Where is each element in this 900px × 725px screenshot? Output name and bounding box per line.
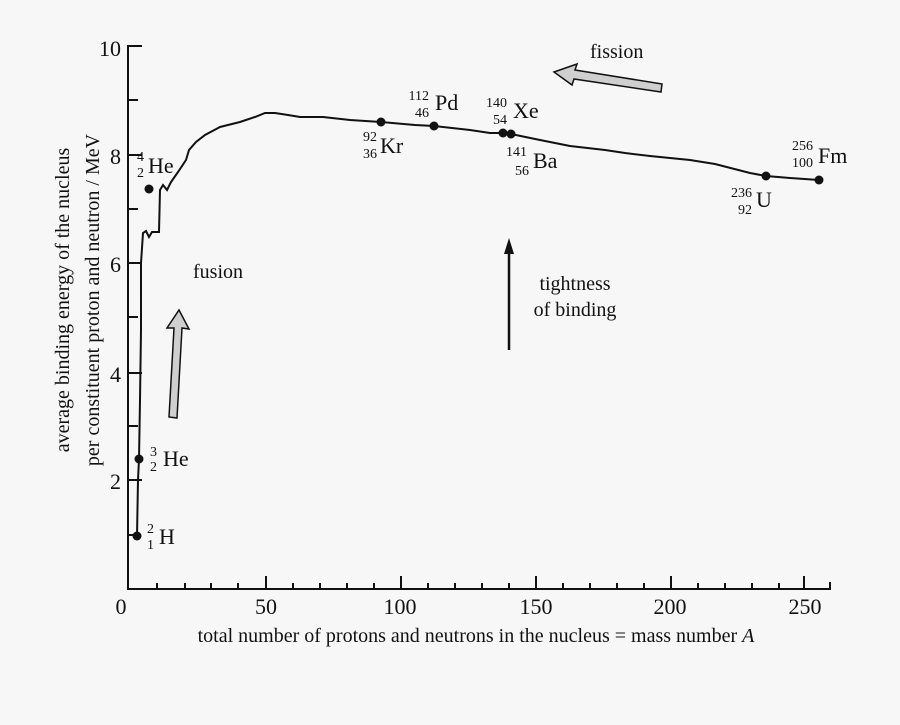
label-he3-atomic: 2: [150, 460, 157, 475]
binding-energy-curve: [136, 112, 820, 537]
y-axis-label-line1: average binding energy of the nucleus: [52, 148, 74, 453]
y-tick-labels: 10 8 6 4 2: [99, 36, 121, 494]
label-xe-symbol: Xe: [513, 98, 539, 123]
label-kr-symbol: Kr: [380, 133, 404, 158]
x-tick-50: 50: [255, 594, 277, 619]
tightness-label-line2: of binding: [534, 299, 617, 321]
fission-label: fission: [590, 41, 643, 63]
tightness-label-line1: tightness: [539, 273, 610, 295]
point-ba141: [506, 129, 516, 139]
point-he4: [144, 184, 154, 194]
label-he4-mass: 4: [137, 150, 144, 165]
label-u-symbol: U: [756, 187, 772, 212]
fusion-label: fusion: [193, 261, 243, 283]
nuclide-points: [132, 117, 824, 541]
point-fm256: [814, 175, 824, 185]
up-arrow-icon: [504, 238, 514, 254]
label-he4-atomic: 2: [137, 166, 144, 181]
label-fm-symbol: Fm: [818, 143, 847, 168]
y-tick-10: 10: [99, 36, 121, 61]
point-u236: [761, 171, 771, 181]
x-tick-200: 200: [654, 594, 687, 619]
point-xe140: [498, 128, 508, 138]
y-tick-8: 8: [110, 144, 121, 169]
x-tick-250: 250: [789, 594, 822, 619]
label-u-atomic: 92: [738, 203, 752, 218]
label-xe-mass: 140: [486, 96, 507, 111]
point-pd112: [429, 121, 439, 131]
fusion-arrow-icon: [165, 308, 191, 419]
x-tick-100: 100: [384, 594, 417, 619]
x-tick-150: 150: [520, 594, 553, 619]
label-h2-symbol: H: [159, 524, 175, 549]
label-xe-atomic: 54: [493, 113, 507, 128]
x-tick-0: 0: [116, 594, 127, 619]
label-kr-atomic: 36: [363, 147, 377, 162]
point-h2: [132, 531, 142, 541]
x-axis-label: total number of protons and neutrons in …: [198, 625, 756, 647]
label-ba-atomic: 56: [515, 164, 529, 179]
label-h2-atomic: 1: [147, 538, 154, 553]
label-ba-mass: 141: [506, 145, 527, 160]
point-he3: [134, 454, 144, 464]
label-pd-symbol: Pd: [435, 90, 458, 115]
label-fm-mass: 256: [792, 139, 813, 154]
label-pd-mass: 112: [409, 89, 429, 104]
label-pd-atomic: 46: [415, 106, 429, 121]
nuclide-labels: 2 1 H 3 2 He 4 2 He 92 36 Kr 112 46 Pd 1…: [137, 89, 847, 553]
y-tick-4: 4: [110, 362, 121, 387]
label-ba-symbol: Ba: [533, 148, 558, 173]
label-kr-mass: 92: [363, 130, 377, 145]
label-he4-symbol: He: [148, 153, 174, 178]
label-h2-mass: 2: [147, 522, 154, 537]
x-tick-labels: 0 50 100 150 200 250: [116, 594, 822, 619]
y-tick-6: 6: [110, 252, 121, 277]
y-tick-2: 2: [110, 469, 121, 494]
fission-arrow-icon: [552, 62, 663, 93]
y-axis-label-line2: per constituent proton and neutron / MeV: [82, 133, 104, 466]
label-fm-atomic: 100: [792, 156, 813, 171]
point-kr92: [376, 117, 386, 127]
label-u-mass: 236: [731, 186, 752, 201]
label-he3-symbol: He: [163, 446, 189, 471]
label-he3-mass: 3: [150, 445, 157, 460]
axes: [127, 45, 831, 590]
